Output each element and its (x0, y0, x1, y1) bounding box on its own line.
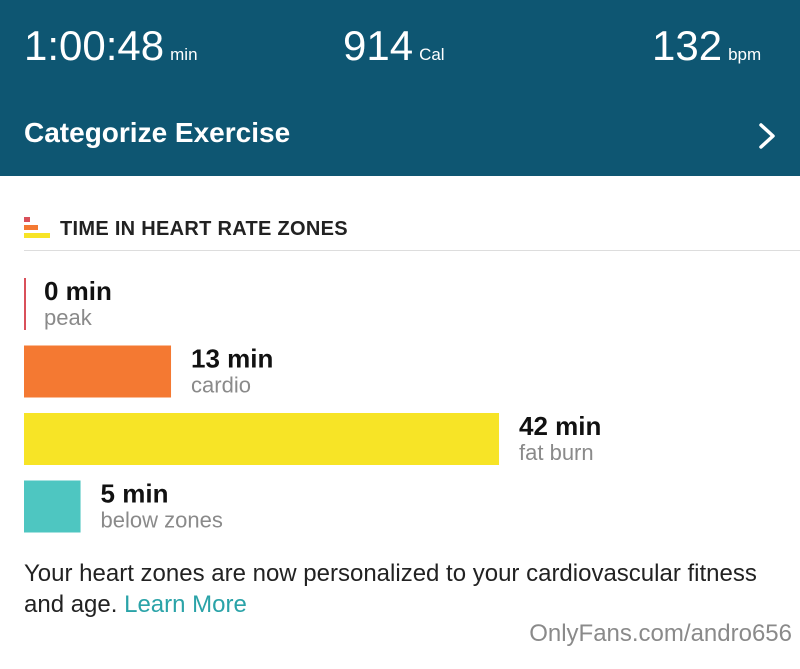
zone-name: cardio (191, 372, 251, 397)
zone-name: peak (44, 305, 93, 330)
categorize-button[interactable]: Categorize Exercise (24, 117, 291, 148)
header: 1:00:48 min 914 Cal 132 bpm Categorize Exer… (0, 0, 800, 176)
stat: 132 bpm (652, 22, 761, 70)
stat: 1:00:48 min (24, 22, 198, 70)
footer-body: Your heart zones are now personalized to… (24, 560, 757, 618)
zone-value: 42 min (519, 411, 601, 441)
zone-edge (24, 278, 26, 330)
zone-bar (24, 480, 81, 533)
zone-bar (24, 345, 172, 398)
learn-more-link[interactable]: Learn More (124, 591, 247, 618)
footer-text: Your heart zones are now personalized to… (24, 558, 784, 620)
zone-name: below zones (101, 507, 223, 532)
stat-unit: Cal (419, 45, 445, 64)
stat-unit: min (170, 45, 198, 64)
zones-icon (24, 217, 50, 238)
section-title: TIME IN HEART RATE ZONES (60, 218, 348, 240)
chevron[interactable] (758, 122, 776, 150)
zone-name: fat burn (519, 440, 594, 465)
divider (24, 250, 800, 251)
stat-unit: bpm (728, 45, 762, 64)
zone-bar (24, 413, 500, 465)
stat-value: 914 (343, 22, 414, 69)
zone-value: 0 min (44, 276, 112, 306)
zone-value: 13 min (191, 343, 273, 373)
stat-value: 1:00:48 (24, 22, 165, 69)
stat-value: 132 (652, 22, 723, 69)
stat: 914 Cal (343, 22, 445, 70)
zone-value: 5 min (101, 478, 169, 508)
watermark: OnlyFans.com/andro656 (529, 620, 792, 647)
